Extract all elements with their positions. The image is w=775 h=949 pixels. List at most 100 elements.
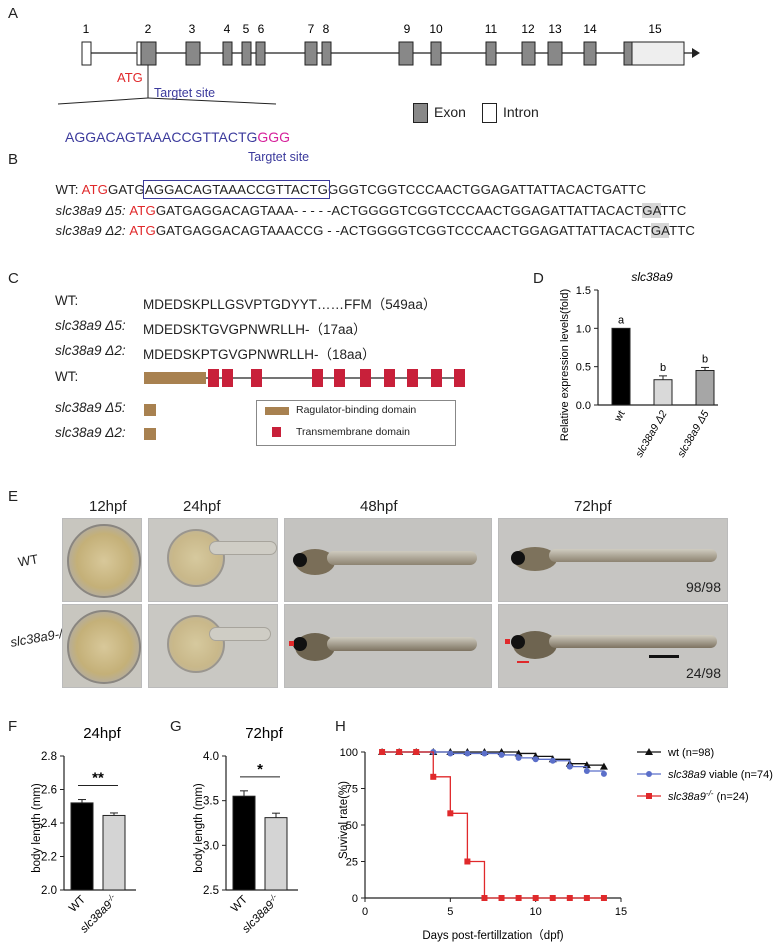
time-24hpf: 24hpf [183, 498, 221, 515]
exon-number-15: 15 [648, 22, 662, 36]
exon-number-8: 8 [323, 22, 330, 36]
exon-8 [321, 41, 332, 66]
h-legend-2: slc38a9-/- (n=24) [668, 789, 749, 803]
tm-domain-7 [384, 369, 395, 387]
chart-f-ylabel: body length (mm) [31, 783, 43, 873]
panel-h-label: H [335, 718, 346, 735]
chart-g-ylabel: body length (mm) [193, 783, 205, 873]
exon-number-12: 12 [521, 22, 535, 36]
exon-6 [255, 41, 266, 66]
legend-ragulator-label: Ragulator-binding domain [296, 404, 417, 416]
seq-row-wt: WT: ATGGATGAGGACAGTAAACCGTTACTGGGGTCGGTC… [48, 167, 647, 199]
exon-number-5: 5 [243, 22, 250, 36]
target-site-label-b: Targtet site [248, 150, 310, 164]
seq-post: GGGTCGGTCCCAACTGGAGATTATTACACTGATTC [328, 182, 647, 197]
exon-number-6: 6 [258, 22, 265, 36]
exon-number-11: 11 [485, 22, 498, 36]
h-series-1: slc38a9 viable (n=74) [379, 749, 773, 781]
h-legend-1: slc38a9 viable (n=74) [668, 769, 773, 781]
protein-seq-wt: MDEDSKPLLGSVPTGDYYT……FFM（549aa） [143, 297, 437, 312]
exon-number-14: 14 [583, 22, 597, 36]
protein-name-wt: WT: [55, 293, 79, 308]
ytick: 3.0 [203, 840, 219, 852]
panel-b-label: B [8, 151, 19, 168]
protein-name-d5: slc38a9 Δ5: [55, 318, 126, 333]
domain-legend-box [256, 400, 456, 446]
d-bar-0 [611, 327, 631, 406]
larva-wt-48hpf [284, 518, 492, 602]
exon-10 [430, 41, 442, 66]
ytick: 2.5 [203, 885, 219, 897]
row-label-mut: slc38a9-/- [9, 625, 68, 650]
panel-g-label: G [170, 718, 182, 735]
time-72hpf: 72hpf [574, 498, 612, 515]
d-letter-2: b [702, 353, 708, 365]
ragulator-domain-d5 [144, 404, 156, 416]
exon-2 [140, 41, 157, 66]
legend-tm-label: Transmembrane domain [296, 426, 410, 438]
scale-bar [649, 655, 679, 658]
embryo-mut-12hpf [62, 604, 142, 688]
stop-highlight: GA [650, 223, 670, 238]
sig-mark: * [257, 761, 263, 778]
atg-label-a: ATG [117, 70, 143, 85]
tm-domain-1 [208, 369, 219, 387]
h-ytick: 25 [346, 857, 358, 869]
chart-g: 72hpf body length (mm) 2.53.03.54.0WTslc… [193, 725, 298, 935]
chart-h-xlabel: Days post-fertillzation（dpf) [422, 929, 563, 942]
h-xtick: 15 [615, 906, 627, 918]
h-xtick: 0 [362, 906, 368, 918]
ytick: 2.2 [41, 852, 57, 864]
protein-name-d2: slc38a9 Δ2: [55, 343, 126, 358]
chart-d-title: slc38a9 [631, 270, 673, 284]
legend-intron-label: Intron [503, 104, 539, 120]
seq-row-d5-name: slc38a9 Δ5: [55, 203, 126, 218]
exon-5 [241, 41, 252, 66]
exon-15-utr [631, 41, 685, 66]
protein-domain-diagram [144, 369, 465, 440]
exon-1 [81, 41, 92, 66]
d-xtick-1: slc38a9 Δ2 [633, 408, 669, 459]
tm-domain-3 [251, 369, 262, 387]
d-ytick: 1.5 [576, 285, 591, 297]
panel-e-label: E [8, 488, 19, 505]
exon-3 [185, 41, 201, 66]
exon-13 [547, 41, 563, 66]
row-label-wt: WT [16, 551, 40, 570]
exon-9 [398, 41, 414, 66]
chart-f-title: 24hpf [83, 725, 121, 742]
target-box: AGGACAGTAAACCGTTACTG [142, 180, 331, 199]
d-bar-1 [653, 379, 673, 406]
seq-row-d2-name: slc38a9 Δ2: [55, 223, 126, 238]
chart-h-ylabel: Suvival rate(%) [338, 781, 350, 859]
seq-row-d5: slc38a9 Δ5: ATGGATGAGGACAGTAAA- - - - -A… [48, 188, 686, 218]
target-seq: AGGACAGTAAACCGTTACTG [65, 129, 258, 145]
domain-name-wt: WT: [55, 369, 79, 384]
panel-c-label: C [8, 270, 19, 287]
d-ytick: 1.0 [576, 323, 591, 335]
h-series-2: slc38a9-/- (n=24) [379, 749, 749, 901]
seq: GATGAGGACAGTAAACCG - -ACTGGGGTCGGTCCCAAC… [155, 223, 651, 238]
time-12hpf: 12hpf [89, 498, 127, 515]
seq-row-d2: slc38a9 Δ2: ATGGATGAGGACAGTAAACCG - -ACT… [48, 208, 695, 238]
ragulator-domain-d2 [144, 428, 156, 440]
chart-g-title: 72hpf [245, 725, 283, 742]
h-xtick: 10 [530, 906, 542, 918]
exon-7 [304, 41, 318, 66]
exon-15-coding [623, 41, 633, 66]
ytick: 2.4 [41, 818, 58, 830]
ytick: 3.5 [203, 796, 219, 808]
tm-domain-10 [454, 369, 465, 387]
exon-12 [521, 41, 536, 66]
target-sequence-a: AGGACAGTAAACCGTTACTGGGG [58, 113, 290, 145]
legend-tm-swatch [272, 427, 281, 437]
larva-mut-48hpf [284, 604, 492, 688]
sig-mark: ** [92, 770, 104, 787]
d-letter-0: a [618, 314, 625, 326]
exon-number-2: 2 [145, 22, 152, 36]
panel-d-label: D [533, 270, 544, 287]
exon-number-9: 9 [404, 22, 411, 36]
h-ytick: 100 [340, 747, 358, 759]
d-ytick: 0.5 [576, 362, 591, 374]
time-48hpf: 48hpf [360, 498, 398, 515]
